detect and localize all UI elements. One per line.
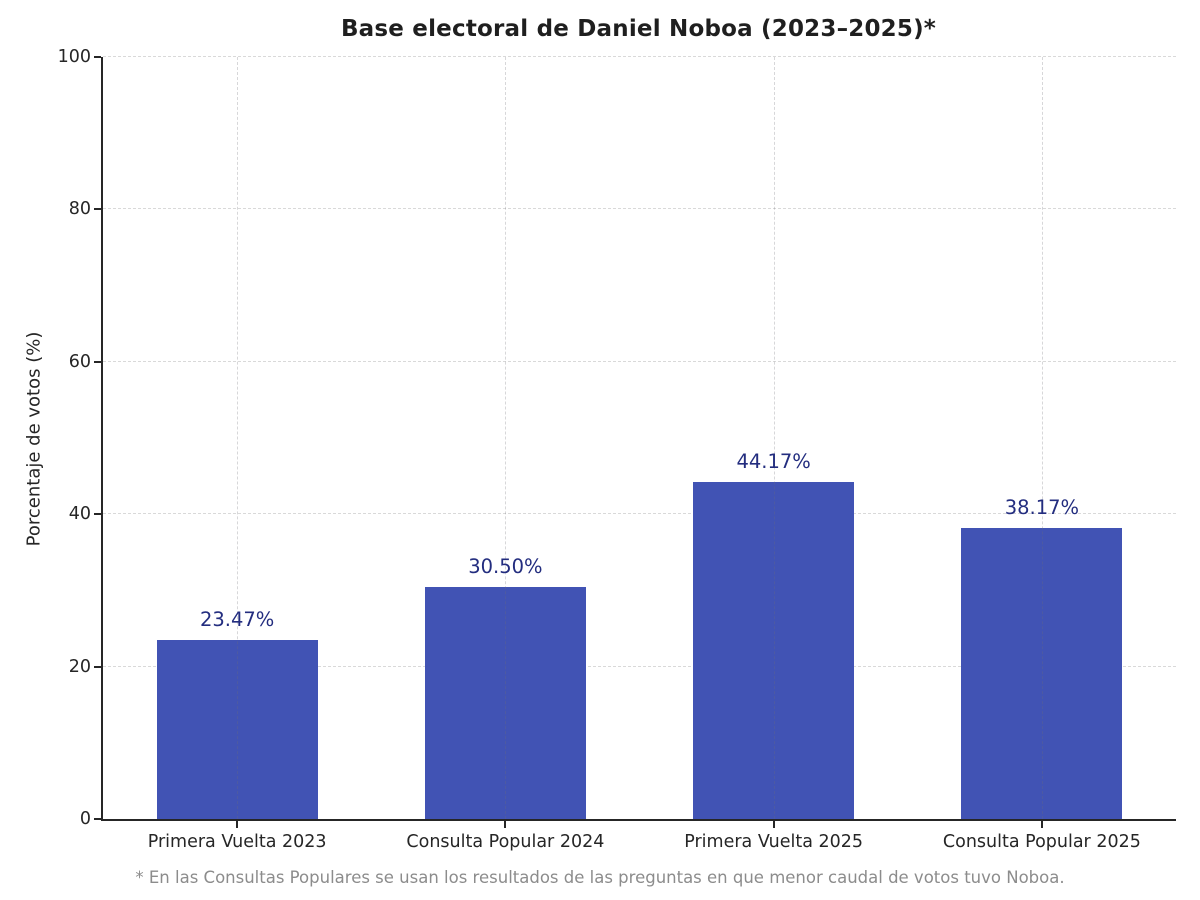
y-tick-label: 100 bbox=[57, 47, 91, 67]
footnote: * En las Consultas Populares se usan los… bbox=[135, 868, 1065, 887]
horizontal-gridline bbox=[103, 360, 1176, 362]
bar bbox=[156, 640, 318, 819]
y-tick-mark bbox=[94, 360, 101, 363]
x-tick-label: Consulta Popular 2025 bbox=[942, 832, 1141, 852]
x-tick-label: Consulta Popular 2024 bbox=[406, 832, 605, 852]
vertical-gridline bbox=[237, 57, 239, 819]
chart-title: Base electoral de Daniel Noboa (2023–202… bbox=[340, 16, 937, 42]
horizontal-gridline bbox=[103, 208, 1176, 210]
vertical-gridline bbox=[505, 57, 507, 819]
x-tick-mark bbox=[1040, 821, 1043, 828]
y-tick-label: 40 bbox=[68, 504, 91, 525]
horizontal-gridline bbox=[103, 665, 1176, 667]
y-tick-label: 20 bbox=[68, 656, 91, 677]
x-tick-label: Primera Vuelta 2023 bbox=[147, 832, 327, 852]
horizontal-gridline bbox=[103, 513, 1176, 515]
y-tick-mark bbox=[94, 208, 101, 211]
bar bbox=[424, 586, 586, 819]
bar-value-label: 38.17% bbox=[1004, 496, 1080, 520]
y-tick-mark bbox=[94, 513, 101, 516]
vertical-gridline bbox=[1041, 57, 1043, 819]
vertical-gridline bbox=[773, 57, 775, 819]
bar-value-label: 23.47% bbox=[199, 608, 275, 632]
x-tick-mark bbox=[772, 821, 775, 828]
y-tick-label: 0 bbox=[79, 809, 91, 829]
y-tick-mark bbox=[94, 56, 101, 58]
y-tick-mark bbox=[94, 818, 101, 820]
x-tick-label: Primera Vuelta 2025 bbox=[684, 832, 864, 852]
bar-value-label: 30.50% bbox=[468, 554, 543, 578]
bar bbox=[961, 528, 1123, 819]
y-tick-mark bbox=[94, 665, 101, 668]
x-tick-mark bbox=[236, 821, 239, 828]
y-axis-title: Porcentaje de votos (%) bbox=[23, 331, 45, 547]
horizontal-gridline bbox=[103, 56, 1176, 57]
y-tick-label: 60 bbox=[68, 351, 91, 372]
x-tick-mark bbox=[504, 821, 507, 828]
bar-value-label: 44.17% bbox=[736, 450, 811, 474]
plot-area: 0 20 40 60 80 100 23.47% Primera Vuelta 2023 30.… bbox=[58, 47, 1176, 852]
bar bbox=[693, 482, 855, 819]
y-tick-label: 80 bbox=[68, 199, 91, 220]
